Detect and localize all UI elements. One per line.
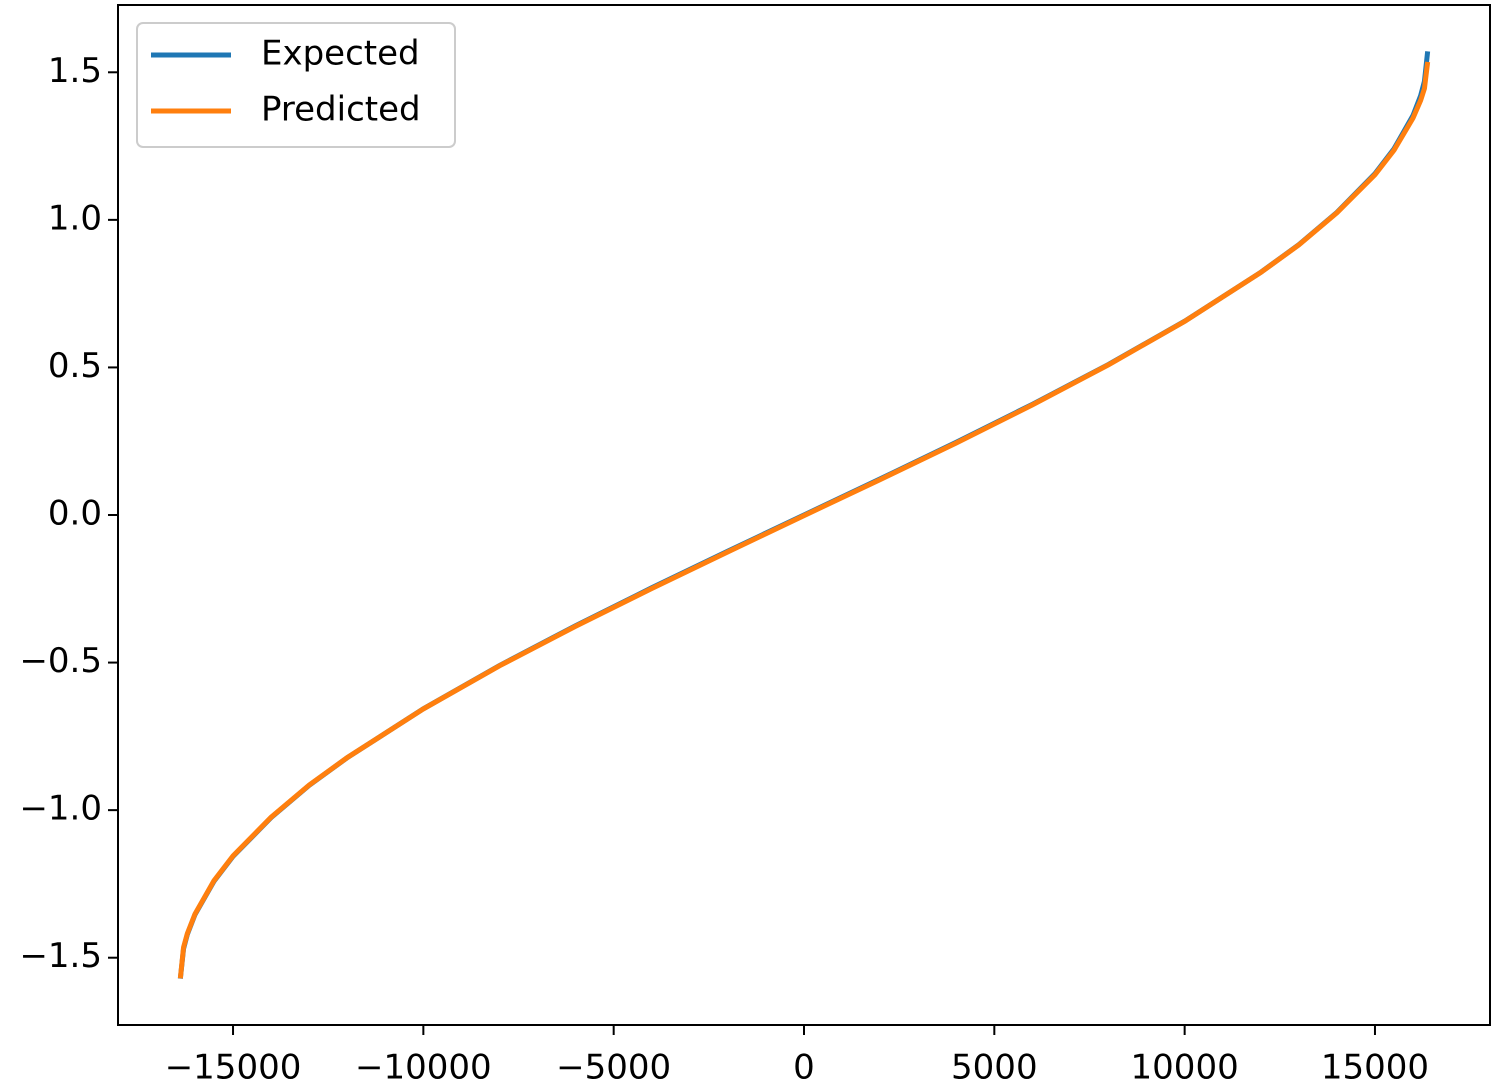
x-tick-label: −15000 [165, 1048, 302, 1085]
x-tick-label: 0 [793, 1048, 815, 1085]
x-tick-label: −5000 [556, 1048, 671, 1085]
x-tick-label: 15000 [1321, 1048, 1429, 1085]
y-tick-label: −1.5 [19, 936, 102, 976]
y-tick-label: 1.5 [48, 51, 102, 91]
legend-label: Expected [261, 34, 420, 74]
x-tick-label: 5000 [951, 1048, 1038, 1085]
y-tick-label: 0.5 [48, 346, 102, 386]
plot-frame [117, 4, 1491, 1026]
legend-label: Predicted [261, 90, 421, 130]
y-tick-label: −0.5 [19, 641, 102, 681]
series-line [177, 61, 1431, 979]
y-tick-label: −1.0 [19, 789, 102, 829]
x-tick-label: 10000 [1131, 1048, 1239, 1085]
x-tick-label: −10000 [355, 1048, 492, 1085]
y-tick-label: 1.0 [48, 198, 102, 238]
y-tick-label: 0.0 [48, 494, 102, 534]
